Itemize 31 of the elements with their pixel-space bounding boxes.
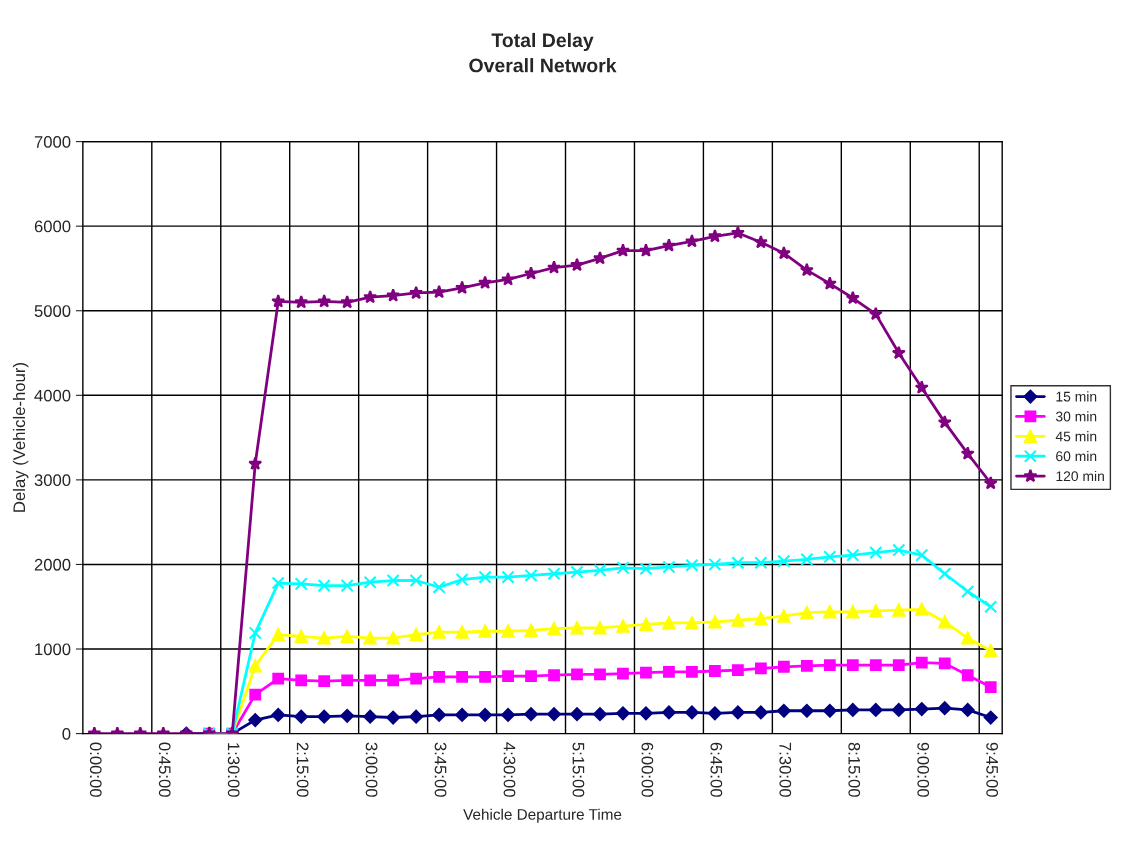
x-tick-label: 4:30:00	[503, 742, 516, 797]
x-tick-label: 3:00:00	[365, 742, 378, 797]
legend-label: 45 min	[1055, 431, 1097, 442]
y-tick-label: 0	[62, 727, 71, 740]
x-tick-label: 0:00:00	[89, 742, 102, 797]
y-tick-label: 6000	[34, 220, 71, 233]
x-tick-label: 0:45:00	[158, 742, 171, 797]
y-tick-label: 1000	[35, 643, 71, 656]
x-axis-title: Vehicle Departure Time	[463, 808, 622, 823]
x-tick-label: 9:00:00	[917, 742, 930, 797]
legend-label: 15 min	[1056, 391, 1097, 402]
y-tick-label: 3000	[34, 474, 71, 487]
legend-label: 120 min	[1056, 470, 1104, 482]
x-tick-label: 3:45:00	[434, 742, 447, 797]
x-tick-label: 7:30:00	[779, 742, 792, 797]
x-tick-label: 8:15:00	[848, 742, 861, 797]
legend-label: 30 min	[1055, 411, 1097, 422]
legend-label: 60 min	[1056, 451, 1097, 462]
chart-title: Total Delay	[491, 32, 594, 52]
x-tick-label: 6:00:00	[641, 742, 654, 797]
y-tick-label: 2000	[34, 558, 71, 571]
y-tick-label: 4000	[34, 389, 71, 402]
x-tick-label: 9:45:00	[986, 742, 999, 797]
x-tick-label: 5:15:00	[572, 742, 585, 797]
y-axis-title: Delay (Vehicle-hour)	[12, 363, 29, 512]
x-tick-label: 2:15:00	[296, 742, 309, 797]
x-tick-label: 1:30:00	[227, 743, 240, 797]
y-tick-label: 7000	[34, 136, 71, 148]
y-tick-label: 5000	[34, 305, 71, 317]
chart-subtitle: Overall Network	[469, 58, 617, 73]
x-tick-label: 6:45:00	[710, 742, 723, 797]
